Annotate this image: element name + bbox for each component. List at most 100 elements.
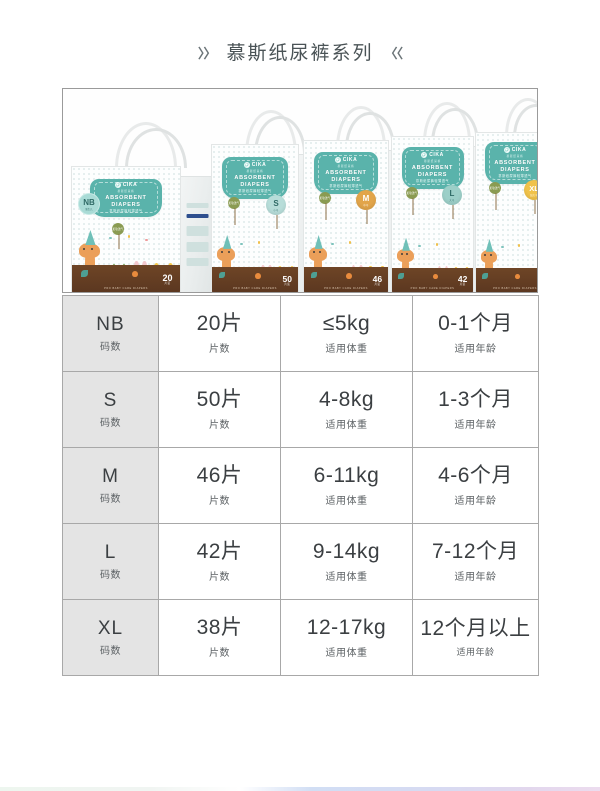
package-english-line2: DIAPERS [331, 176, 361, 183]
bird-icon [515, 274, 520, 279]
package-nb: CIKA 慕斯纸尿裤 ABSORBENT DIAPERS 慕斯纸尿裤轻薄透气 N… [71, 114, 221, 292]
spec-age-label: 适用年龄 [454, 343, 497, 355]
spec-size-label: 码数 [100, 570, 121, 582]
package-chinese-line: 慕斯纸尿裤轻薄透气 [238, 189, 272, 194]
package-size-badge-l: L 大号 [442, 185, 464, 219]
spec-cell-age: 12个月以上 适用年龄 [412, 599, 539, 676]
size-badge-sub: 小号 [273, 208, 279, 212]
package-chinese-line: 慕斯纸尿裤轻薄透气 [109, 209, 143, 214]
title-left-arrow-icon: 〉〉 [197, 46, 216, 61]
package-english-line1: ABSORBENT [411, 165, 454, 172]
package-brand-label: CIKA 慕斯纸尿裤 ABSORBENT DIAPERS 慕斯纸尿裤轻薄透气 [90, 179, 162, 217]
spec-cell-age: 1-3个月 适用年龄 [412, 371, 539, 448]
size-badge-text: M [362, 193, 370, 203]
spec-cell-weight: 12-17kg 适用体重 [280, 599, 413, 676]
product-photo-panel: CIKA 慕斯纸尿裤 ABSORBENT DIAPERS 慕斯纸尿裤轻薄透气 N… [62, 88, 538, 293]
brand-name: CIKA [342, 157, 358, 164]
spec-age-label: 适用年龄 [454, 419, 497, 431]
spec-cell-size: L 码数 [62, 523, 159, 600]
package-chinese-line: 慕斯纸尿裤轻薄透气 [415, 179, 450, 184]
spec-weight-value: 6-11kg [313, 464, 380, 488]
spec-cell-count: 46片 片数 [158, 447, 281, 524]
package-english-line1: ABSORBENT [105, 195, 147, 202]
brand-sub: 慕斯纸尿裤 [117, 190, 135, 194]
decor-balloon: 柔软透气 [319, 192, 333, 220]
package-count-sub: 片装 [459, 282, 466, 286]
package-size-badge-nb: NB 新生儿 [78, 193, 100, 215]
decor-balloon: 柔软透气 [489, 182, 503, 210]
package-footer-text: PRO BABY CARE DIAPERS [104, 286, 148, 290]
spec-age-value: 4-6个月 [438, 464, 513, 488]
package-count-value: 46 [372, 274, 383, 285]
size-badge-text: XL [529, 183, 538, 193]
table-row: S 码数 50片 片数 4-8kg 适用体重 1-3个月 适用年龄 [62, 371, 539, 448]
spec-size-label: 码数 [100, 342, 121, 354]
table-row: XL 码数 38片 片数 12-17kg 适用体重 12个月以上 适用年龄 [62, 599, 539, 676]
spec-count-label: 片数 [209, 571, 230, 583]
package-xl: CIKA 慕斯纸尿裤 ABSORBENT DIAPERS 慕斯纸尿裤轻薄透气 柔… [475, 95, 538, 292]
spec-count-label: 片数 [209, 419, 230, 431]
size-badge-text: S [273, 198, 279, 208]
brand-logo: CIKA [114, 182, 138, 189]
page-title: 〉〉 慕斯纸尿裤系列 〈〈 [0, 38, 600, 65]
package-footer-text: PRO BABY CARE DIAPERS [324, 286, 368, 290]
spec-table: NB 码数 20片 片数 ≤5kg 适用体重 0-1个月 适用年龄 [62, 295, 539, 676]
brand-sub: 慕斯纸尿裤 [424, 160, 441, 164]
package-size-badge-xl: XL 加大号 [524, 180, 538, 214]
package-count-sub: 片装 [284, 282, 291, 286]
spec-cell-count: 20片 片数 [158, 295, 281, 372]
bird-icon [432, 274, 438, 279]
package-front-face: CIKA 慕斯纸尿裤 ABSORBENT DIAPERS 慕斯纸尿裤轻薄透气 柔… [391, 136, 474, 292]
decor-balloon-text: 柔软透气 [406, 192, 418, 195]
leaf-icon [218, 272, 225, 278]
package-front-face: CIKA 慕斯纸尿裤 ABSORBENT DIAPERS 慕斯纸尿裤轻薄透气 柔… [303, 140, 389, 292]
package-english-line2: DIAPERS [500, 166, 530, 173]
spec-age-value: 1-3个月 [438, 388, 513, 412]
package-count-badge: 20 片装 [162, 274, 172, 286]
spec-cell-weight: 6-11kg 适用体重 [280, 447, 413, 524]
leaf-icon [80, 270, 88, 277]
package-count-value: 50 [282, 274, 292, 285]
table-row: M 码数 46片 片数 6-11kg 适用体重 4-6个月 适用年龄 [62, 447, 539, 524]
brand-logo: CIKA [421, 152, 444, 159]
package-ground-band: 42 片装 PRO BABY CARE DIAPERS [392, 268, 473, 292]
spec-count-value: 42片 [196, 540, 243, 564]
package-english-line2: DIAPERS [240, 181, 270, 188]
package-english-line1: ABSORBENT [325, 170, 367, 177]
package-brand-label: CIKA 慕斯纸尿裤 ABSORBENT DIAPERS 慕斯纸尿裤轻薄透气 [222, 157, 288, 199]
decor-balloon-text: 柔软透气 [228, 202, 240, 205]
bird-icon [346, 273, 352, 279]
brand-sub: 慕斯纸尿裤 [506, 155, 524, 159]
spec-cell-count: 50片 片数 [158, 371, 281, 448]
brand-logo: CIKA [503, 147, 527, 154]
package-count-sub: 片装 [374, 282, 381, 286]
spec-size-label: 码数 [100, 418, 121, 430]
spec-size-value: NB [96, 313, 125, 335]
spec-age-label: 适用年龄 [454, 495, 497, 507]
package-chinese-line: 慕斯纸尿裤轻薄透气 [329, 184, 363, 189]
spec-size-value: XL [97, 617, 124, 639]
spec-count-label: 片数 [209, 343, 230, 355]
spec-weight-label: 适用体重 [325, 571, 368, 583]
spec-count-value: 46片 [196, 464, 243, 488]
brand-emblem-icon [421, 152, 428, 159]
package-count-badge: 50 片装 [283, 275, 292, 286]
title-right-arrow-icon: 〈〈 [384, 46, 403, 61]
decor-balloon: 柔软透气 [228, 197, 242, 225]
table-row: NB 码数 20片 片数 ≤5kg 适用体重 0-1个月 适用年龄 [62, 295, 539, 372]
package-count-value: 42 [457, 274, 468, 285]
spec-weight-label: 适用体重 [325, 343, 368, 355]
package-brand-label: CIKA 慕斯纸尿裤 ABSORBENT DIAPERS 慕斯纸尿裤轻薄透气 [485, 142, 537, 184]
brand-emblem-icon [334, 157, 341, 164]
spec-count-label: 片数 [209, 647, 230, 659]
package-brand-label: CIKA 慕斯纸尿裤 ABSORBENT DIAPERS 慕斯纸尿裤轻薄透气 [401, 147, 464, 189]
spec-age-label: 适用年龄 [456, 646, 495, 657]
package-count-value: 20 [162, 273, 173, 284]
spec-cell-weight: ≤5kg 适用体重 [280, 295, 413, 372]
spec-size-label: 码数 [100, 494, 121, 506]
spec-weight-label: 适用体重 [325, 495, 368, 507]
spec-size-value: S [103, 389, 118, 411]
spec-cell-size: M 码数 [62, 447, 159, 524]
spec-cell-age: 7-12个月 适用年龄 [412, 523, 539, 600]
